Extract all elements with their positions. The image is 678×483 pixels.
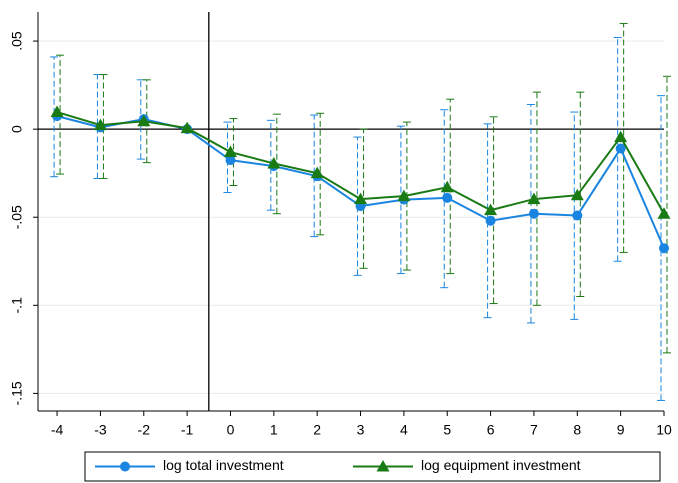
legend: log total investment log equipment invest…	[84, 451, 661, 482]
error-bar	[223, 121, 232, 194]
error-bar	[229, 118, 238, 187]
legend-label: log total investment	[163, 457, 284, 473]
error-bar	[353, 136, 362, 276]
marker	[137, 114, 151, 127]
error-bar	[446, 98, 455, 275]
marker	[659, 243, 669, 254]
y-tick-label: -.1	[9, 297, 25, 314]
marker	[572, 210, 583, 221]
legend-marker	[120, 461, 130, 472]
x-tick-label: 3	[357, 422, 365, 438]
marker	[442, 192, 453, 203]
error-bar	[440, 109, 449, 289]
y-tick-label: -.05	[9, 205, 25, 229]
x-tick-label: 6	[487, 422, 495, 438]
legend-box	[84, 451, 661, 482]
marker	[440, 180, 454, 193]
error-bar	[359, 128, 368, 269]
x-tick-label: -2	[138, 422, 151, 438]
x-tick-label: 1	[270, 422, 278, 438]
x-tick-label: 7	[530, 422, 538, 438]
marker	[570, 188, 584, 201]
error-bar	[619, 22, 628, 253]
marker	[93, 118, 107, 131]
x-tick-label: 4	[400, 422, 408, 438]
legend-marker	[376, 460, 390, 472]
y-tick-label: 0	[9, 125, 25, 133]
marker	[527, 192, 541, 205]
legend-label: log equipment investment	[421, 457, 581, 473]
marker	[225, 155, 236, 166]
marker	[615, 143, 626, 154]
marker	[657, 207, 671, 219]
marker	[180, 121, 194, 134]
marker	[528, 208, 539, 219]
x-tick-label: -4	[51, 422, 64, 438]
x-tick-label: 2	[313, 422, 321, 438]
error-bar	[99, 74, 108, 179]
x-tick-label: 9	[617, 422, 625, 438]
x-tick-label: 5	[443, 422, 451, 438]
error-bar	[316, 112, 325, 236]
x-tick-label: 10	[656, 422, 672, 438]
error-bar	[310, 114, 319, 238]
plot-area	[38, 12, 664, 411]
marker	[397, 189, 411, 202]
error-bar	[657, 95, 665, 401]
marker	[354, 192, 368, 205]
error-bar	[483, 123, 492, 319]
x-tick-label: -1	[181, 422, 194, 438]
y-tick-label: .05	[9, 31, 25, 51]
x-tick-label: 8	[573, 422, 581, 438]
y-tick-label: -.15	[9, 381, 25, 405]
marker	[50, 105, 64, 118]
marker	[485, 215, 496, 226]
marker	[267, 156, 281, 169]
error-bar	[532, 91, 541, 306]
error-bar	[266, 119, 275, 211]
marker	[223, 145, 237, 158]
x-tick-label: -3	[94, 422, 107, 438]
marker	[614, 130, 628, 143]
marker	[310, 166, 324, 179]
marker	[484, 203, 498, 216]
x-tick-label: 0	[227, 422, 235, 438]
